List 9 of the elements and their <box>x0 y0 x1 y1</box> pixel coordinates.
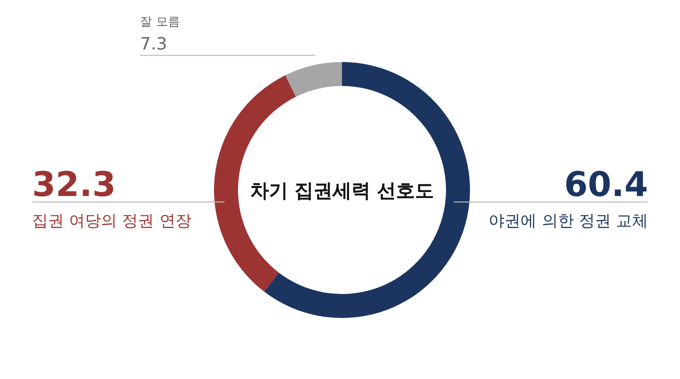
text: 차기 집권세력 선호도 <box>250 180 434 202</box>
slice-label: 잘 모름 <box>140 14 180 28</box>
slice-label: 야권에 의한 정권 교체 <box>488 211 648 230</box>
data-label: 60.4 <box>564 165 648 205</box>
data-label: 7.3 <box>140 34 168 54</box>
donut-slice <box>214 75 296 292</box>
slice-label: 집권 여당의 정권 연장 <box>32 211 192 230</box>
donut-slice <box>285 62 342 97</box>
data-label: 32.3 <box>32 165 116 205</box>
